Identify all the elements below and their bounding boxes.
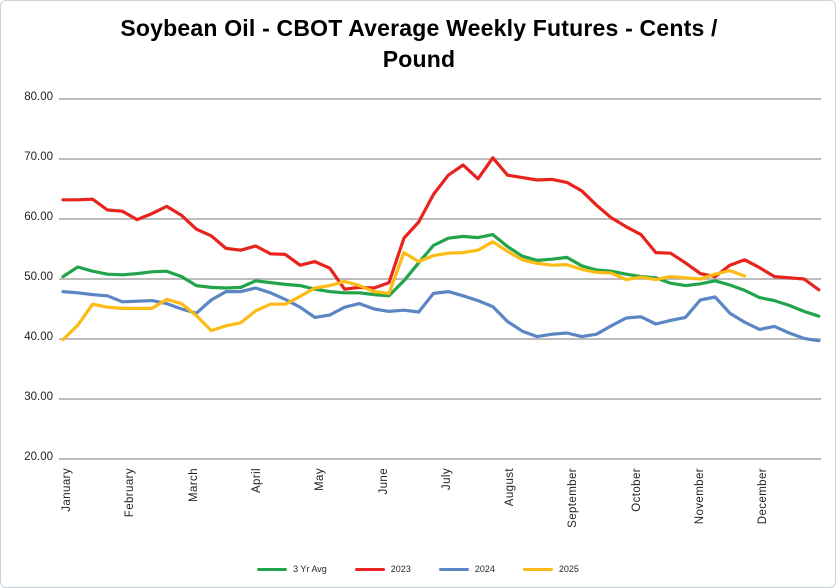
chart-legend: 3 Yr Avg 2023 2024 2025 xyxy=(1,559,835,579)
x-tick-label: December xyxy=(757,468,770,525)
series-line-3-yr-avg xyxy=(61,233,821,318)
y-tick-label: 30.00 xyxy=(24,391,53,403)
x-tick-label: October xyxy=(630,468,643,512)
chart-title: Soybean Oil - CBOT Average Weekly Future… xyxy=(120,15,718,72)
x-tick-label: April xyxy=(250,468,263,494)
series-line-2023 xyxy=(61,156,821,292)
legend-swatch xyxy=(257,567,288,571)
legend-swatch xyxy=(522,567,553,571)
y-tick-label: 60.00 xyxy=(24,211,53,223)
legend-swatch xyxy=(354,567,385,571)
legend-item: 2025 xyxy=(522,564,579,574)
y-tick-label: 50.00 xyxy=(24,271,53,283)
legend-item: 2023 xyxy=(354,564,411,574)
x-tick-label: August xyxy=(504,468,517,507)
y-tick-label: 70.00 xyxy=(24,151,53,163)
x-tick-label: July xyxy=(440,468,453,491)
x-tick-label: May xyxy=(314,468,327,491)
legend-item: 3 Yr Avg xyxy=(257,564,327,574)
x-tick-label: June xyxy=(377,468,390,495)
legend-item: 2024 xyxy=(438,564,495,574)
legend-label: 2025 xyxy=(558,564,579,574)
legend-label: 2024 xyxy=(474,564,495,574)
x-tick-label: January xyxy=(61,468,73,512)
legend-label: 2023 xyxy=(390,564,411,574)
legend-label: 3 Yr Avg xyxy=(293,564,327,574)
legend-swatch xyxy=(438,567,469,571)
series-line-2025 xyxy=(61,240,747,342)
y-tick-label: 40.00 xyxy=(24,331,53,343)
x-tick-label: September xyxy=(567,468,580,528)
x-tick-label: March xyxy=(187,468,200,502)
y-tick-label: 20.00 xyxy=(24,451,53,463)
series-line-2024 xyxy=(61,286,821,343)
x-tick-label: February xyxy=(124,468,137,518)
y-tick-label: 80.00 xyxy=(24,91,53,103)
x-tick-label: November xyxy=(694,468,706,525)
